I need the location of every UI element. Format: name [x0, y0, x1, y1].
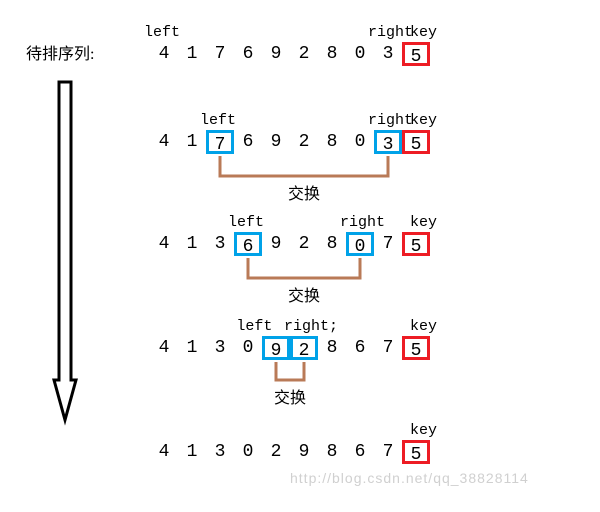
- array-cell: 3: [374, 130, 402, 154]
- array-cell: 8: [318, 232, 346, 256]
- array-cell: 5: [402, 336, 430, 360]
- array-cell: 2: [290, 42, 318, 66]
- key-label: key: [410, 422, 437, 439]
- array-cell: 3: [374, 42, 402, 66]
- array-cell: 7: [374, 336, 402, 360]
- array-cell: 5: [402, 130, 430, 154]
- left-label: left: [228, 214, 264, 231]
- array-cell: 9: [290, 440, 318, 464]
- right-label: right: [340, 214, 385, 231]
- array-cell: 0: [234, 336, 262, 360]
- swap-label: 交换: [288, 180, 320, 204]
- array-cell: 7: [374, 232, 402, 256]
- array-cell: 3: [206, 336, 234, 360]
- array-cell: 0: [234, 440, 262, 464]
- swap-bracket: [276, 362, 304, 380]
- array-cell: 5: [402, 232, 430, 256]
- key-label: key: [410, 24, 437, 41]
- array-cell: 2: [290, 336, 318, 360]
- array-cell: 3: [206, 440, 234, 464]
- array-cell: 9: [262, 42, 290, 66]
- array-cell: 3: [206, 232, 234, 256]
- array-cell: 1: [178, 232, 206, 256]
- array-cell: 1: [178, 336, 206, 360]
- array-cell: 1: [178, 130, 206, 154]
- watermark: http://blog.csdn.net/qq_38828114: [290, 470, 529, 486]
- array-cell: 7: [206, 130, 234, 154]
- key-label: key: [410, 318, 437, 335]
- swap-bracket: [248, 258, 360, 278]
- left-label: left: [236, 318, 272, 335]
- swap-label: 交换: [288, 282, 320, 306]
- array-cell: 9: [262, 232, 290, 256]
- array-cell: 8: [318, 130, 346, 154]
- array-cell: 4: [150, 42, 178, 66]
- array-cell: 6: [234, 42, 262, 66]
- right-label: right: [368, 112, 413, 129]
- array-cell: 6: [346, 336, 374, 360]
- array-cell: 9: [262, 336, 290, 360]
- array-cell: 5: [402, 440, 430, 464]
- key-label: key: [410, 214, 437, 231]
- array-cell: 4: [150, 440, 178, 464]
- array-cell: 0: [346, 232, 374, 256]
- array-cell: 1: [178, 42, 206, 66]
- swap-bracket: [220, 156, 388, 176]
- array-cell: 2: [262, 440, 290, 464]
- array-cell: 4: [150, 130, 178, 154]
- array-cell: 7: [206, 42, 234, 66]
- array-cell: 6: [234, 232, 262, 256]
- array-cell: 8: [318, 440, 346, 464]
- array-cell: 2: [290, 130, 318, 154]
- array-cell: 4: [150, 232, 178, 256]
- array-cell: 6: [346, 440, 374, 464]
- array-cell: 0: [346, 42, 374, 66]
- array-cell: 8: [318, 336, 346, 360]
- swap-label: 交换: [274, 384, 306, 408]
- right-label: right: [368, 24, 413, 41]
- array-cell: 9: [262, 130, 290, 154]
- array-cell: 0: [346, 130, 374, 154]
- left-label: left: [144, 24, 180, 41]
- left-label: left: [200, 112, 236, 129]
- array-cell: 2: [290, 232, 318, 256]
- array-cell: 4: [150, 336, 178, 360]
- array-cell: 8: [318, 42, 346, 66]
- array-cell: 5: [402, 42, 430, 66]
- array-cell: 6: [234, 130, 262, 154]
- diagram-canvas: 待排序列: http://blog.csdn.net/qq_38828114 l…: [0, 0, 600, 512]
- key-label: key: [410, 112, 437, 129]
- right-label: right;: [284, 318, 338, 335]
- array-cell: 7: [374, 440, 402, 464]
- progress-arrow: [54, 82, 76, 420]
- array-cell: 1: [178, 440, 206, 464]
- title-label: 待排序列:: [26, 40, 94, 64]
